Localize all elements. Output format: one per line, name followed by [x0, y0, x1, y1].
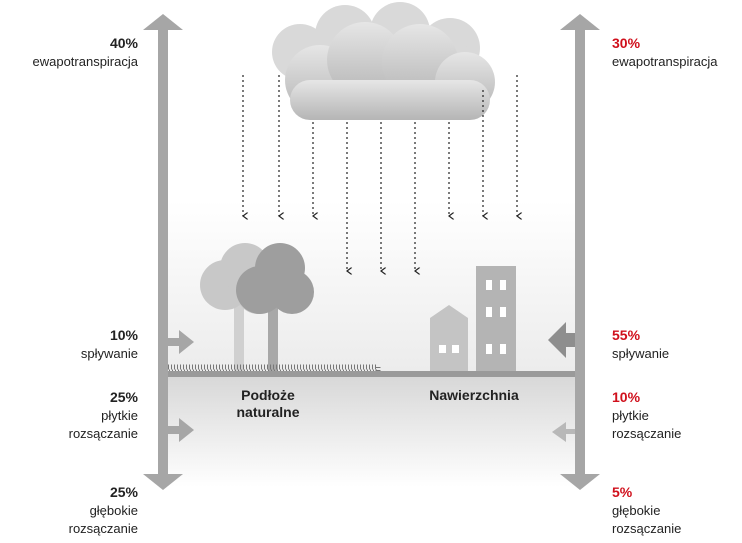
description: rozsączanie [612, 426, 681, 441]
percent: 25% [110, 389, 139, 405]
description: płytkie [612, 408, 649, 423]
description: rozsączanie [69, 426, 138, 441]
description: głębokie [90, 503, 138, 518]
description: spływanie [81, 346, 138, 361]
description: rozsączanie [612, 521, 681, 536]
cloud [272, 2, 495, 120]
ground-line [165, 371, 580, 377]
percent: 40% [110, 35, 139, 51]
percent: 55% [612, 327, 641, 343]
description: ewapotranspiracja [32, 54, 138, 69]
ground-label: naturalne [236, 404, 299, 420]
ground-label: Podłoże [241, 387, 295, 403]
diagram: Podłoże naturalne Nawierzchnia 40% ewapot… [0, 0, 742, 543]
percent: 25% [110, 484, 139, 500]
description: płytkie [101, 408, 138, 423]
ground-label: Nawierzchnia [429, 387, 519, 403]
description: ewapotranspiracja [612, 54, 718, 69]
percent: 30% [612, 35, 641, 51]
description: spływanie [612, 346, 669, 361]
percent: 10% [612, 389, 641, 405]
description: rozsączanie [69, 521, 138, 536]
percent: 5% [612, 484, 633, 500]
description: głębokie [612, 503, 660, 518]
percent: 10% [110, 327, 139, 343]
